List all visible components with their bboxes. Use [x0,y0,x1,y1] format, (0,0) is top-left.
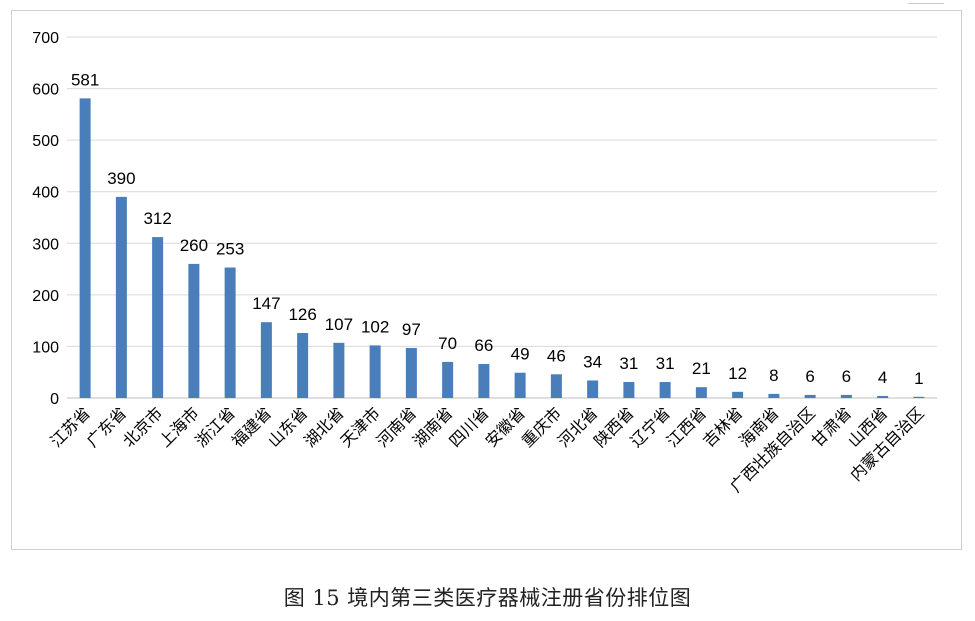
category-label: 湖北省 [300,403,347,450]
corner-mark [908,3,944,4]
bar [768,393,780,398]
chart-caption: 图 15 境内第三类医疗器械注册省份排位图 [283,586,692,610]
data-label: 390 [107,169,135,188]
data-label: 70 [438,334,457,353]
data-label: 4 [878,368,887,387]
category-label: 河南省 [373,403,420,450]
data-label: 312 [143,209,171,228]
category-label: 河北省 [554,403,601,450]
bar [587,380,599,398]
tick-labels: 0 100 200 300 400 500 600 700 江苏省广东省北京市上海市浙江省福建省… [32,30,927,496]
bar [550,374,562,398]
y-tick-label: 300 [32,236,59,253]
y-tick-label: 600 [32,82,59,99]
bar [514,372,526,398]
category-label: 陕西省 [590,403,637,450]
bar [115,196,127,398]
y-tick-label: 100 [32,339,59,356]
category-label: 江苏省 [47,403,94,450]
bar [405,347,417,398]
y-tick-label: 500 [32,133,59,150]
data-label: 147 [252,294,280,313]
bars [79,98,925,399]
bar [260,322,272,398]
bar [442,361,454,398]
data-label: 6 [842,367,851,386]
data-label: 34 [583,352,602,371]
bar [152,237,164,398]
data-label: 253 [216,240,244,259]
data-label: 12 [728,364,747,383]
data-label: 6 [805,367,814,386]
data-label: 49 [511,345,530,364]
category-label: 天津市 [337,403,384,450]
category-label: 江西省 [663,403,710,450]
data-label: 21 [692,359,711,378]
bar [369,345,381,398]
bar [840,394,852,398]
data-label: 31 [656,354,675,373]
bar [333,342,345,398]
bar [297,333,309,398]
y-tick-label: 400 [32,185,59,202]
bar [79,98,91,399]
data-label: 66 [474,336,493,355]
chart-frame [11,10,962,550]
data-label: 31 [619,354,638,373]
category-label: 湖南省 [409,403,456,450]
category-label: 上海市 [155,403,202,450]
category-label: 广东省 [83,403,130,450]
category-label: 安徽省 [482,403,529,450]
data-label: 581 [71,70,99,89]
category-label: 甘肃省 [808,403,855,450]
bar [478,363,490,398]
bar [804,394,816,398]
bar [659,382,671,398]
y-tick-label: 0 [50,391,59,408]
bar [188,263,200,398]
bar [695,387,707,398]
data-label: 46 [547,346,566,365]
category-label: 山东省 [264,403,311,450]
bar [877,395,889,398]
bar [224,267,236,398]
bar [623,382,635,398]
y-tick-label: 200 [32,288,59,305]
category-label: 辽宁省 [627,403,674,450]
data-label: 97 [402,320,421,339]
grid-lines [67,36,937,347]
y-tick-label: 700 [32,30,59,47]
data-label: 260 [180,236,208,255]
data-label: 1 [914,369,923,388]
data-label: 107 [325,315,353,334]
data-label: 126 [288,305,316,324]
data-label: 8 [769,366,778,385]
bar [913,396,925,398]
category-label: 四川省 [445,403,492,450]
category-label: 福建省 [228,403,275,450]
bar [732,391,744,398]
category-label: 吉林省 [699,403,746,450]
category-label: 重庆市 [518,403,565,450]
category-label: 浙江省 [192,403,239,450]
data-label: 102 [361,317,389,336]
category-label: 北京市 [119,403,166,450]
